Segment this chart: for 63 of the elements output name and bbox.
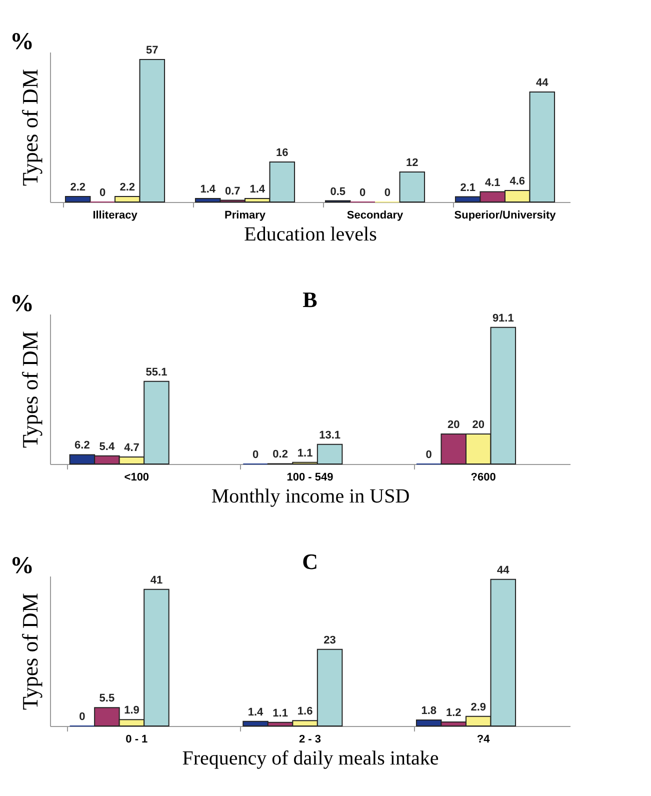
x-tick-label: 100 - 549 <box>286 472 334 484</box>
data-label: 91.1 <box>492 312 514 324</box>
data-label: 16 <box>276 147 288 159</box>
data-label: 1.4 <box>250 184 266 196</box>
text: % <box>10 291 34 317</box>
data-label: 2.9 <box>470 701 486 714</box>
data-label: 4.7 <box>124 442 140 454</box>
data-label: 0 <box>100 187 106 199</box>
data-label: 20 <box>472 419 485 431</box>
x-tick-label: <100 <box>124 472 150 484</box>
text: % <box>10 29 34 55</box>
x-axis-title: Education levels <box>244 224 378 246</box>
x-axis-title: Monthly income in USD <box>211 486 410 508</box>
data-label: 0 <box>79 711 86 723</box>
data-label: 2.2 <box>70 182 86 194</box>
data-label: 1.8 <box>421 705 437 717</box>
data-label: 0 <box>360 187 366 199</box>
data-label: 20 <box>447 419 460 431</box>
data-label: 0.2 <box>272 448 288 461</box>
data-label: 4.1 <box>484 176 500 189</box>
data-label: 44 <box>497 564 510 576</box>
y-axis-title: Types of DM <box>18 330 42 448</box>
data-label: 2.2 <box>120 182 136 194</box>
data-label: 0.5 <box>330 186 346 198</box>
y-axis-title: Types of DM <box>18 592 42 710</box>
text: % <box>10 553 34 579</box>
data-label: 1.6 <box>297 706 313 718</box>
data-label: 5.5 <box>99 692 115 705</box>
data-label: 55.1 <box>146 366 168 378</box>
data-label: 1.1 <box>297 447 313 460</box>
data-label: 1.4 <box>200 184 216 196</box>
data-label: 44 <box>536 77 550 89</box>
data-label: 0 <box>426 449 432 461</box>
x-tick-label: Illiteracy <box>92 210 138 222</box>
x-tick-label: Superior/University <box>454 210 557 222</box>
chart-title: C <box>302 549 318 574</box>
data-label: 4.6 <box>510 176 526 188</box>
x-tick-label: ?4 <box>476 734 491 746</box>
data-label: 1.4 <box>248 706 264 718</box>
bar <box>64 196 91 202</box>
y-axis-title: Types of DM <box>18 68 42 186</box>
data-label: 5.4 <box>99 440 116 453</box>
data-label: 1.1 <box>272 707 288 720</box>
data-label: 0 <box>252 449 259 461</box>
x-tick-label: 2 - 3 <box>298 734 322 746</box>
chart-title: B <box>302 287 318 312</box>
data-label: 57 <box>146 44 158 56</box>
x-tick-label: 0 - 1 <box>126 734 148 746</box>
bar <box>399 172 426 202</box>
data-label: 12 <box>406 157 418 169</box>
data-label: 41 <box>150 574 163 586</box>
x-tick-label: Primary <box>224 210 266 222</box>
data-label: 0.7 <box>224 185 240 198</box>
x-axis-title: Frequency of daily meals intake <box>182 748 439 770</box>
data-label: 23 <box>324 634 336 646</box>
data-label: 6.2 <box>74 440 90 452</box>
data-label: 2.1 <box>460 182 476 194</box>
data-label: 0 <box>384 187 390 199</box>
data-label: 1.2 <box>446 707 462 719</box>
x-tick-label: Secondary <box>346 210 404 222</box>
data-label: 13.1 <box>319 429 341 442</box>
x-tick-label: ?600 <box>470 472 496 484</box>
data-label: 1.9 <box>124 704 140 717</box>
